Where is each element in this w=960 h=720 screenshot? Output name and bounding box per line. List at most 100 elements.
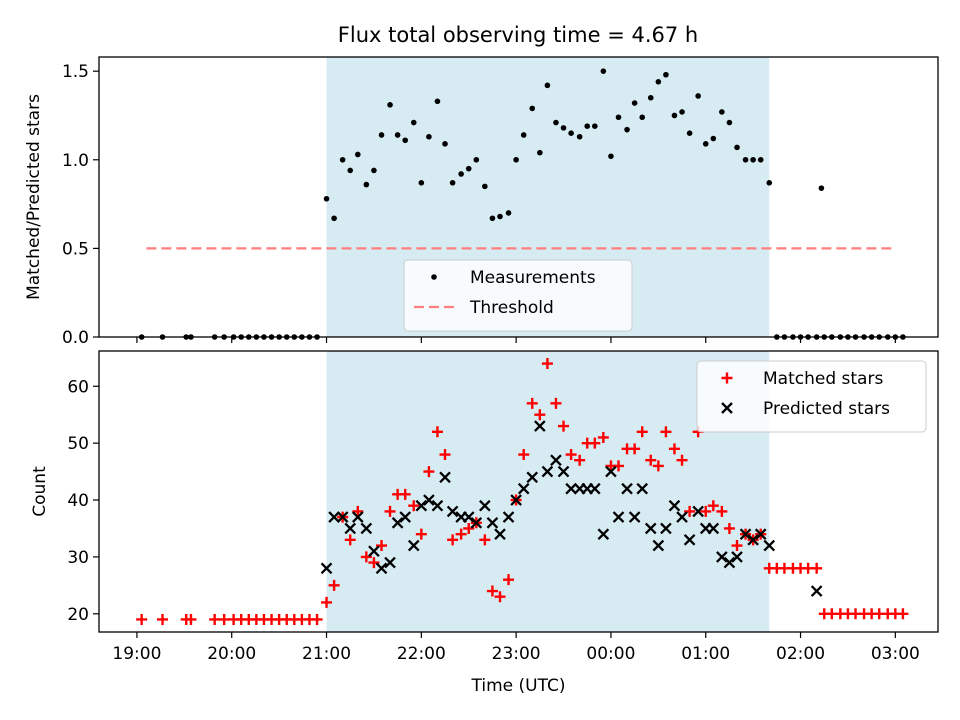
- predicted-star-point: [431, 499, 444, 512]
- measurement-point: [639, 114, 646, 121]
- matched-star-point: [157, 613, 169, 625]
- matched-star-point: [731, 540, 743, 552]
- matched-star-point: [565, 449, 577, 461]
- matched-star-point: [541, 358, 553, 370]
- measurement-point: [426, 133, 432, 140]
- matched-star-point: [645, 454, 657, 466]
- legend-label: Measurements: [470, 268, 596, 288]
- y-tick-label: 1.0: [62, 151, 89, 171]
- measurement-point: [757, 156, 764, 163]
- flux-ratio-panel: 0.0 0.5 1.0 1.5 Matched/Predicted stars Measu…: [24, 56, 939, 348]
- predicted-star-point: [754, 528, 767, 540]
- matched-star-point: [447, 534, 459, 546]
- measurement-point: [726, 119, 733, 126]
- measurement-point: [371, 167, 377, 174]
- measurement-point: [647, 94, 654, 101]
- predicted-star-point: [541, 465, 554, 478]
- predicted-star-point: [470, 516, 483, 529]
- predicted-star-point: [407, 539, 420, 552]
- measurement-point: [363, 181, 370, 188]
- matched-star-point: [534, 409, 546, 421]
- legend-label: Predicted stars: [763, 399, 890, 419]
- x-tick-label: 20:00: [207, 644, 256, 664]
- x-tick-label: 22:00: [397, 644, 446, 664]
- measurement-point: [434, 98, 441, 105]
- observing-band: [326, 351, 770, 632]
- x-tick-label: 03:00: [871, 644, 920, 664]
- measurement-point: [497, 213, 503, 220]
- matched-star-point: [494, 591, 506, 603]
- predicted-star-point: [462, 511, 475, 523]
- predicted-star-point: [336, 511, 349, 523]
- matched-star-point: [629, 443, 641, 455]
- predicted-star-point: [644, 522, 657, 535]
- matched-star-point: [716, 505, 728, 517]
- predicted-star-point: [351, 511, 364, 523]
- predicted-star-point: [683, 534, 696, 546]
- predicted-star-point: [494, 528, 506, 540]
- legend-label: Matched stars: [763, 369, 883, 389]
- measurement-point: [663, 71, 669, 78]
- measurement-point: [537, 149, 543, 156]
- measurement-point: [719, 109, 725, 115]
- legend: Matched stars Predicted stars: [696, 360, 927, 433]
- matched-star-point: [660, 426, 672, 438]
- measurement-point: [631, 100, 638, 106]
- matched-star-point: [455, 528, 467, 540]
- matched-star-point: [218, 613, 230, 625]
- axes-frame: [98, 350, 939, 633]
- measurement-point: [592, 123, 598, 129]
- measurement-point: [378, 132, 385, 138]
- predicted-star-point: [391, 516, 404, 529]
- predicted-star-point: [628, 511, 641, 523]
- x-tick-label: 00:00: [586, 644, 635, 664]
- measurement-point: [544, 82, 551, 89]
- measurement-point: [347, 167, 354, 174]
- matched-star-point: [723, 522, 735, 534]
- predicted-star-point: [636, 482, 649, 495]
- predicted-star-point: [526, 471, 539, 484]
- measurement-point: [766, 180, 773, 186]
- matched-star-point: [503, 574, 515, 586]
- measurement-point: [624, 126, 630, 133]
- predicted-star-point: [676, 511, 688, 523]
- predicted-star-point: [621, 482, 633, 495]
- x-tick-label: 23:00: [492, 644, 541, 664]
- x-tick-label: 01:00: [681, 644, 730, 664]
- legend-predicted-marker: [721, 402, 733, 414]
- measurement-point: [655, 79, 662, 85]
- measurement-point: [355, 151, 361, 158]
- predicted-star-point: [668, 499, 681, 512]
- measurement-point: [553, 119, 559, 126]
- predicted-star-point: [360, 522, 373, 535]
- measurement-point: [331, 215, 337, 222]
- y-tick-label: 60: [67, 377, 89, 397]
- matched-star-point: [558, 420, 570, 432]
- legend-box: [403, 259, 633, 332]
- predicted-star-point: [652, 539, 665, 552]
- predicted-star-point: [810, 585, 823, 597]
- matched-star-point: [360, 551, 372, 563]
- measurement-point: [742, 156, 749, 163]
- matched-star-point: [684, 505, 696, 517]
- predicted-star-point: [605, 465, 617, 478]
- matched-star-point: [463, 522, 475, 534]
- measurement-point: [465, 165, 472, 172]
- matched-star-point: [700, 505, 712, 517]
- measurement-point: [615, 114, 622, 121]
- measurement-point: [679, 109, 685, 115]
- matched-star-point: [431, 426, 443, 438]
- predicted-star-point: [747, 534, 759, 546]
- measurement-point: [750, 156, 756, 163]
- measurement-point: [513, 156, 519, 163]
- predicted-star-point: [707, 522, 720, 535]
- matched-star-point: [376, 540, 388, 552]
- matched-star-point: [550, 397, 562, 409]
- measurement-point: [442, 141, 448, 147]
- predicted-star-point: [344, 522, 357, 535]
- measurement-point: [695, 93, 701, 99]
- matched-star-point: [518, 449, 530, 461]
- measurement-point: [449, 180, 456, 186]
- measurement-point: [458, 171, 464, 177]
- matched-star-point: [636, 426, 648, 438]
